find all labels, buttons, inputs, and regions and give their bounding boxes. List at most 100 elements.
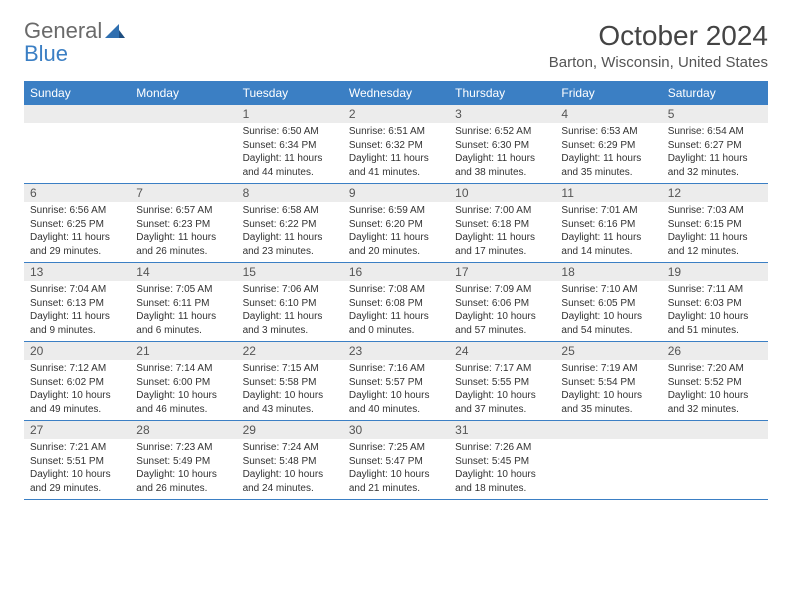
day-number — [24, 105, 130, 123]
daylight-text-2: and 24 minutes. — [243, 482, 337, 496]
day-number: 25 — [555, 342, 661, 360]
calendar-cell — [24, 105, 130, 183]
daylight-text-2: and 6 minutes. — [136, 324, 230, 338]
daylight-text-2: and 44 minutes. — [243, 166, 337, 180]
dow-friday: Friday — [555, 81, 661, 105]
sunset-text: Sunset: 6:05 PM — [561, 297, 655, 311]
sunrise-text: Sunrise: 7:19 AM — [561, 362, 655, 376]
daylight-text-2: and 29 minutes. — [30, 245, 124, 259]
daylight-text-1: Daylight: 10 hours — [30, 389, 124, 403]
sunrise-text: Sunrise: 7:24 AM — [243, 441, 337, 455]
daylight-text-1: Daylight: 11 hours — [30, 310, 124, 324]
day-info: Sunrise: 6:51 AMSunset: 6:32 PMDaylight:… — [343, 123, 449, 183]
daylight-text-1: Daylight: 10 hours — [668, 389, 762, 403]
sunset-text: Sunset: 5:58 PM — [243, 376, 337, 390]
day-number: 17 — [449, 263, 555, 281]
sunset-text: Sunset: 6:00 PM — [136, 376, 230, 390]
calendar-week: 6Sunrise: 6:56 AMSunset: 6:25 PMDaylight… — [24, 184, 768, 263]
day-info: Sunrise: 7:05 AMSunset: 6:11 PMDaylight:… — [130, 281, 236, 341]
calendar-cell: 16Sunrise: 7:08 AMSunset: 6:08 PMDayligh… — [343, 263, 449, 341]
day-number: 6 — [24, 184, 130, 202]
day-info: Sunrise: 6:59 AMSunset: 6:20 PMDaylight:… — [343, 202, 449, 262]
sunrise-text: Sunrise: 7:10 AM — [561, 283, 655, 297]
day-info: Sunrise: 7:24 AMSunset: 5:48 PMDaylight:… — [237, 439, 343, 499]
calendar-cell: 26Sunrise: 7:20 AMSunset: 5:52 PMDayligh… — [662, 342, 768, 420]
daylight-text-1: Daylight: 11 hours — [349, 152, 443, 166]
calendar-cell: 17Sunrise: 7:09 AMSunset: 6:06 PMDayligh… — [449, 263, 555, 341]
sunset-text: Sunset: 6:25 PM — [30, 218, 124, 232]
day-number: 31 — [449, 421, 555, 439]
sunrise-text: Sunrise: 7:06 AM — [243, 283, 337, 297]
day-of-week-header: Sunday Monday Tuesday Wednesday Thursday… — [24, 81, 768, 105]
day-info: Sunrise: 7:19 AMSunset: 5:54 PMDaylight:… — [555, 360, 661, 420]
day-info: Sunrise: 7:21 AMSunset: 5:51 PMDaylight:… — [24, 439, 130, 499]
calendar-cell: 10Sunrise: 7:00 AMSunset: 6:18 PMDayligh… — [449, 184, 555, 262]
daylight-text-1: Daylight: 11 hours — [136, 231, 230, 245]
day-number: 4 — [555, 105, 661, 123]
daylight-text-2: and 12 minutes. — [668, 245, 762, 259]
calendar-week: 20Sunrise: 7:12 AMSunset: 6:02 PMDayligh… — [24, 342, 768, 421]
sunset-text: Sunset: 6:16 PM — [561, 218, 655, 232]
daylight-text-2: and 38 minutes. — [455, 166, 549, 180]
title-block: October 2024 Barton, Wisconsin, United S… — [549, 20, 768, 71]
day-number: 16 — [343, 263, 449, 281]
sunset-text: Sunset: 5:45 PM — [455, 455, 549, 469]
logo-sail-icon — [105, 22, 125, 43]
daylight-text-2: and 29 minutes. — [30, 482, 124, 496]
daylight-text-1: Daylight: 10 hours — [243, 468, 337, 482]
daylight-text-2: and 26 minutes. — [136, 245, 230, 259]
dow-sunday: Sunday — [24, 81, 130, 105]
daylight-text-1: Daylight: 10 hours — [455, 468, 549, 482]
sunset-text: Sunset: 6:13 PM — [30, 297, 124, 311]
day-number: 14 — [130, 263, 236, 281]
calendar-cell: 18 Sunrise: 7:10 AMSunset: 6:05 PMDayligh… — [555, 263, 661, 341]
sunset-text: Sunset: 5:49 PM — [136, 455, 230, 469]
sunrise-text: Sunrise: 7:15 AM — [243, 362, 337, 376]
daylight-text-2: and 43 minutes. — [243, 403, 337, 417]
daylight-text-1: Daylight: 11 hours — [30, 231, 124, 245]
sunrise-text: Sunrise: 7:05 AM — [136, 283, 230, 297]
day-number: 19 — [662, 263, 768, 281]
day-number: 22 — [237, 342, 343, 360]
sunrise-text: Sunrise: 6:56 AM — [30, 204, 124, 218]
day-number: 18 — [555, 263, 661, 281]
daylight-text-2: and 37 minutes. — [455, 403, 549, 417]
daylight-text-1: Daylight: 11 hours — [243, 152, 337, 166]
location-text: Barton, Wisconsin, United States — [549, 54, 768, 71]
daylight-text-1: Daylight: 11 hours — [668, 152, 762, 166]
sunset-text: Sunset: 5:47 PM — [349, 455, 443, 469]
daylight-text-2: and 49 minutes. — [30, 403, 124, 417]
daylight-text-2: and 57 minutes. — [455, 324, 549, 338]
sunset-text: Sunset: 6:06 PM — [455, 297, 549, 311]
day-info: Sunrise: 7:17 AMSunset: 5:55 PMDaylight:… — [449, 360, 555, 420]
day-number — [130, 105, 236, 123]
daylight-text-1: Daylight: 11 hours — [349, 310, 443, 324]
sunset-text: Sunset: 6:08 PM — [349, 297, 443, 311]
daylight-text-2: and 0 minutes. — [349, 324, 443, 338]
daylight-text-2: and 18 minutes. — [455, 482, 549, 496]
day-number: 1 — [237, 105, 343, 123]
sunrise-text: Sunrise: 6:50 AM — [243, 125, 337, 139]
calendar-cell: 3Sunrise: 6:52 AMSunset: 6:30 PMDaylight… — [449, 105, 555, 183]
sunrise-text: Sunrise: 6:53 AM — [561, 125, 655, 139]
day-number: 24 — [449, 342, 555, 360]
sunset-text: Sunset: 5:52 PM — [668, 376, 762, 390]
sunset-text: Sunset: 6:20 PM — [349, 218, 443, 232]
calendar-week: 1Sunrise: 6:50 AMSunset: 6:34 PMDaylight… — [24, 105, 768, 184]
day-number: 5 — [662, 105, 768, 123]
sunset-text: Sunset: 5:54 PM — [561, 376, 655, 390]
sunrise-text: Sunrise: 7:04 AM — [30, 283, 124, 297]
daylight-text-1: Daylight: 11 hours — [561, 152, 655, 166]
day-info: Sunrise: 7:16 AMSunset: 5:57 PMDaylight:… — [343, 360, 449, 420]
sunset-text: Sunset: 5:57 PM — [349, 376, 443, 390]
logo-word-1: General — [24, 18, 102, 43]
daylight-text-1: Daylight: 11 hours — [561, 231, 655, 245]
day-info: Sunrise: 7:26 AMSunset: 5:45 PMDaylight:… — [449, 439, 555, 499]
calendar-cell: 31Sunrise: 7:26 AMSunset: 5:45 PMDayligh… — [449, 421, 555, 499]
day-info: Sunrise: 6:53 AMSunset: 6:29 PMDaylight:… — [555, 123, 661, 183]
daylight-text-1: Daylight: 10 hours — [561, 310, 655, 324]
calendar-cell: 4Sunrise: 6:53 AMSunset: 6:29 PMDaylight… — [555, 105, 661, 183]
daylight-text-1: Daylight: 10 hours — [349, 468, 443, 482]
calendar-cell — [662, 421, 768, 499]
daylight-text-2: and 46 minutes. — [136, 403, 230, 417]
